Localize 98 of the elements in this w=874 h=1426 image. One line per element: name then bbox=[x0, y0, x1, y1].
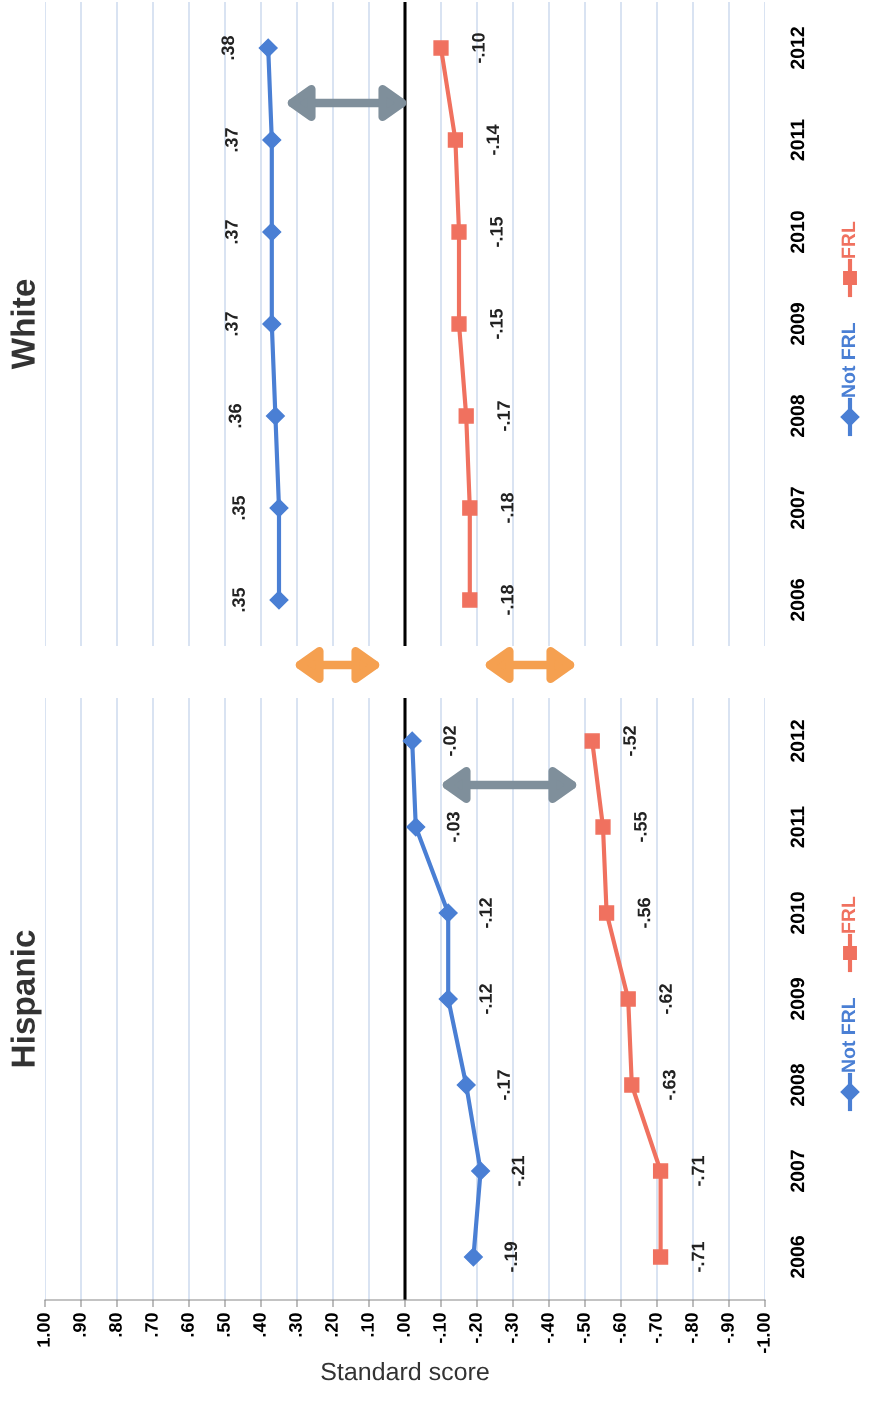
x-tick-label: .10 bbox=[361, 1313, 374, 1337]
point bbox=[262, 314, 282, 334]
point bbox=[471, 1161, 491, 1181]
x-axis-title: Standard score bbox=[321, 1361, 489, 1381]
x-tick-label: .60 bbox=[181, 1313, 194, 1337]
point bbox=[456, 1075, 476, 1095]
point bbox=[262, 130, 282, 150]
y-tick-label: 2011 bbox=[790, 119, 805, 161]
data-label: -.12 bbox=[479, 984, 492, 1014]
data-label: -.63 bbox=[662, 1070, 676, 1100]
point bbox=[451, 316, 467, 332]
x-tick-label: -1.00 bbox=[757, 1313, 770, 1353]
data-label: .35 bbox=[232, 587, 245, 612]
point bbox=[406, 817, 426, 837]
y-tick-label: 2006 bbox=[790, 1236, 805, 1278]
data-label: -.19 bbox=[504, 1242, 518, 1272]
data-label: -.12 bbox=[479, 898, 492, 928]
y-tick-label: 2011 bbox=[790, 806, 805, 848]
x-tick-label: -.20 bbox=[469, 1313, 482, 1343]
data-label: -.71 bbox=[691, 1241, 705, 1272]
point bbox=[433, 40, 449, 56]
x-tick-label: .80 bbox=[109, 1313, 122, 1337]
data-label: -.62 bbox=[659, 984, 672, 1014]
text: FRL bbox=[841, 221, 856, 258]
data-label: .38 bbox=[221, 36, 235, 60]
data-label: -.18 bbox=[500, 585, 514, 615]
y-tick-label: 2010 bbox=[790, 892, 805, 934]
x-tick-label: -.60 bbox=[613, 1313, 626, 1343]
data-label: .37 bbox=[224, 312, 238, 336]
point bbox=[652, 1163, 669, 1179]
x-tick-label: .90 bbox=[73, 1313, 86, 1337]
x-tick-label: -.90 bbox=[721, 1313, 734, 1343]
data-label: .37 bbox=[224, 128, 238, 152]
x-tick-label: -.40 bbox=[541, 1313, 554, 1343]
data-label: -.10 bbox=[471, 33, 485, 63]
point bbox=[584, 733, 600, 749]
y-tick-label: 2009 bbox=[790, 303, 805, 345]
data-label: -.15 bbox=[490, 216, 503, 247]
y-tick-label: 2010 bbox=[790, 211, 805, 253]
y-tick-label: 2012 bbox=[790, 27, 805, 69]
point bbox=[265, 406, 285, 426]
point bbox=[402, 731, 422, 751]
point bbox=[451, 224, 467, 240]
y-tick-label: 2009 bbox=[790, 978, 805, 1020]
point bbox=[462, 500, 478, 516]
data-label: -.71 bbox=[691, 1155, 705, 1186]
x-tick-label: .30 bbox=[289, 1313, 302, 1337]
data-label: -.52 bbox=[623, 726, 636, 756]
x-tick-label: -.50 bbox=[577, 1313, 590, 1343]
point bbox=[462, 592, 478, 608]
point bbox=[447, 132, 464, 148]
data-label: -.14 bbox=[486, 124, 499, 155]
x-tick-label: 1.00 bbox=[37, 1313, 50, 1347]
y-tick-label: 2006 bbox=[790, 579, 805, 621]
y-tick-label: 2008 bbox=[790, 394, 805, 437]
point bbox=[598, 905, 615, 921]
data-label: -.21 bbox=[511, 1155, 525, 1186]
point bbox=[624, 1077, 640, 1093]
data-label: -.55 bbox=[634, 811, 647, 842]
data-label: .37 bbox=[224, 220, 238, 244]
data-label: -.15 bbox=[490, 308, 503, 339]
text: Hispanic bbox=[10, 930, 42, 1067]
data-label: -.17 bbox=[497, 401, 510, 431]
text: Not FRL bbox=[841, 998, 856, 1072]
x-tick-label: -.30 bbox=[505, 1313, 518, 1343]
data-label: -.18 bbox=[500, 493, 514, 523]
x-tick-label: .70 bbox=[145, 1313, 158, 1337]
text: FRL bbox=[841, 896, 856, 933]
x-tick-label: .40 bbox=[253, 1313, 266, 1337]
data-label: .35 bbox=[232, 495, 245, 520]
point bbox=[262, 222, 282, 242]
y-tick-label: 2012 bbox=[790, 720, 805, 762]
text: White bbox=[10, 279, 35, 370]
point bbox=[458, 408, 474, 424]
point bbox=[438, 989, 458, 1009]
data-label: -.17 bbox=[497, 1070, 510, 1100]
point bbox=[652, 1249, 669, 1265]
x-tick-label: -.10 bbox=[433, 1313, 446, 1343]
data-label: -.03 bbox=[446, 812, 460, 842]
point bbox=[620, 991, 636, 1007]
y-tick-label: 2008 bbox=[790, 1063, 805, 1106]
point bbox=[258, 38, 278, 58]
point bbox=[438, 903, 458, 923]
point bbox=[463, 1247, 483, 1267]
y-tick-label: 2007 bbox=[790, 487, 805, 529]
y-tick-label: 2007 bbox=[790, 1150, 805, 1192]
data-label: -.56 bbox=[637, 898, 651, 928]
x-tick-label: .50 bbox=[217, 1313, 230, 1337]
x-tick-label: .00 bbox=[397, 1313, 410, 1337]
x-tick-label: .20 bbox=[325, 1313, 338, 1337]
text: Not FRL bbox=[841, 323, 856, 397]
point bbox=[595, 819, 611, 835]
point bbox=[269, 590, 289, 610]
data-label: .36 bbox=[228, 404, 242, 428]
data-label: -.02 bbox=[443, 726, 456, 756]
x-tick-label: -.70 bbox=[649, 1313, 662, 1343]
point bbox=[269, 498, 289, 518]
x-tick-label: -.80 bbox=[685, 1313, 698, 1343]
